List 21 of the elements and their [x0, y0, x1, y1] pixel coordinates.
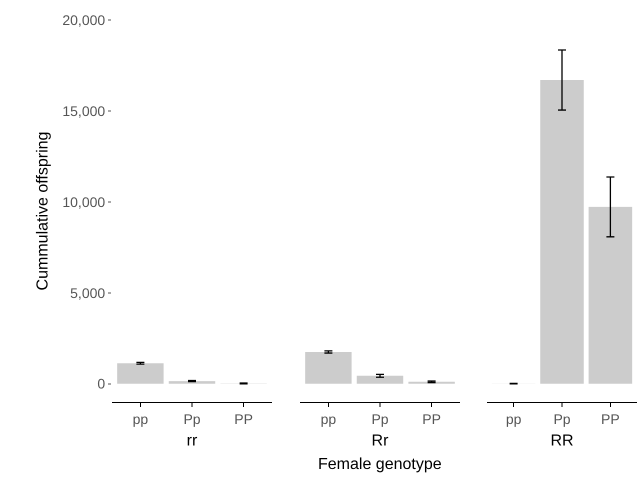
x-axis-title: Rr [372, 432, 390, 450]
y-axis-title: Cummulative offspring [34, 132, 52, 290]
bar [168, 381, 216, 384]
x-tick-label: pp [506, 411, 522, 427]
x-tick-label: PP [422, 411, 441, 427]
text: Female genotype [318, 456, 442, 473]
y-tick-label: 10,000 [62, 194, 106, 210]
bar [117, 363, 164, 384]
x-tick-label: Pp [183, 411, 201, 427]
y-tick-label: 15,000 [62, 102, 106, 119]
x-tick-label: Pp [371, 411, 389, 427]
x-axis-title: RR [550, 432, 574, 450]
x-tick-label: PP [234, 411, 253, 427]
y-tick-label: 5,000 [70, 284, 106, 301]
y-tick-label: 0 [97, 376, 106, 392]
y-tick-label: 20,000 [62, 12, 106, 28]
x-tick-label: Pp [553, 411, 571, 427]
x-axis-title: rr [186, 432, 198, 450]
x-tick-label: pp [132, 411, 148, 427]
x-tick-label: PP [601, 411, 620, 427]
x-tick-label: pp [320, 411, 336, 427]
